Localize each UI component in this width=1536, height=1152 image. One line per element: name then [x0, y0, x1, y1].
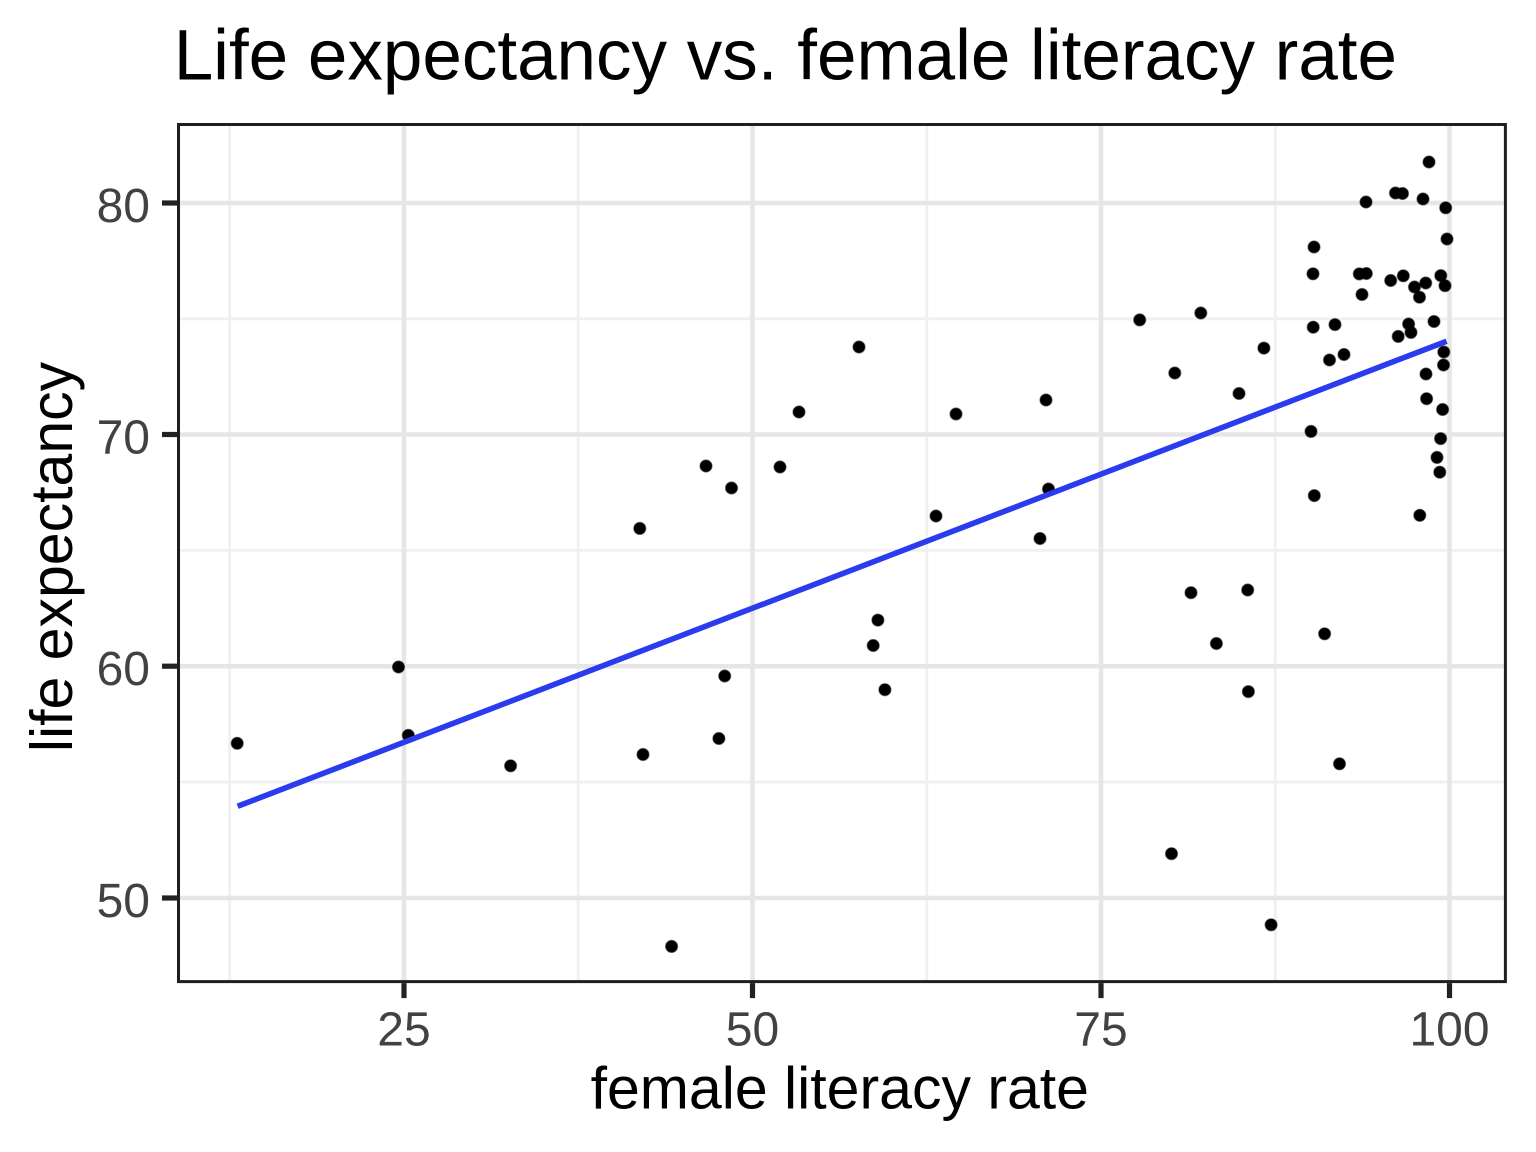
svg-text:80: 80 [97, 180, 150, 233]
svg-text:Life expectancy vs. female lit: Life expectancy vs. female literacy rate [174, 17, 1397, 96]
svg-text:60: 60 [97, 643, 150, 696]
svg-text:100: 100 [1409, 1003, 1489, 1056]
svg-text:50: 50 [97, 875, 150, 928]
svg-text:female literacy rate: female literacy rate [591, 1055, 1089, 1121]
svg-text:75: 75 [1074, 1003, 1127, 1056]
svg-text:life expectancy: life expectancy [19, 361, 85, 752]
svg-text:50: 50 [726, 1003, 779, 1056]
svg-text:25: 25 [377, 1003, 430, 1056]
svg-text:70: 70 [97, 412, 150, 465]
